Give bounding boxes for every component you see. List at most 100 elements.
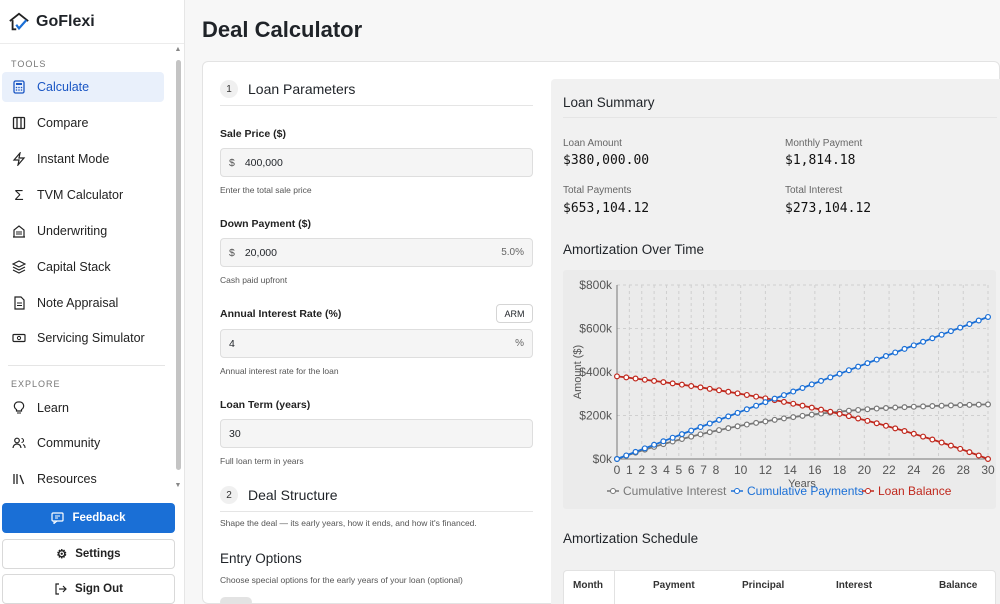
sidebar-item-label: Servicing Simulator (37, 331, 145, 345)
down-payment-input[interactable]: $ 20,000 5.0% (220, 238, 533, 267)
chart-title: Amortization Over Time (563, 242, 705, 257)
data-point (873, 420, 880, 427)
data-point (734, 390, 741, 397)
data-point (966, 401, 973, 408)
sidebar-item-calculate[interactable]: Calculate (2, 72, 164, 102)
sidebar-scrollbar[interactable] (176, 60, 181, 470)
sidebar-item-label: Instant Mode (37, 152, 110, 166)
library-icon (11, 471, 27, 487)
arm-button[interactable]: ARM (496, 304, 533, 323)
sidebar-item-community[interactable]: Community (2, 428, 164, 458)
sidebar-item-label: Calculate (37, 80, 90, 94)
x-tick-label: 30 (981, 463, 995, 477)
sidebar-item-resources[interactable]: Resources (2, 464, 164, 494)
sidebar-item-underwriting[interactable]: Underwriting (2, 216, 164, 246)
interest-rate-value: 4 (229, 337, 235, 350)
data-point (808, 404, 815, 411)
brand-name: GoFlexi (36, 12, 95, 30)
feedback-button[interactable]: Feedback (2, 503, 175, 533)
loan-amount-value: $380,000.00 (563, 153, 650, 168)
data-point (827, 374, 834, 381)
sidebar: GoFlexi TOOLS Calculate Compare Instant … (0, 0, 185, 604)
divider (8, 365, 165, 366)
data-point (920, 403, 927, 410)
sidebar-item-label: Resources (37, 472, 97, 486)
data-point (892, 349, 899, 356)
data-point (613, 373, 620, 380)
data-point (651, 377, 658, 384)
data-point (855, 415, 862, 422)
data-point (947, 402, 954, 409)
data-point (910, 430, 917, 437)
interest-rate-input[interactable]: 4 % (220, 329, 533, 358)
x-tick-label: 14 (783, 463, 797, 477)
sidebar-item-capital-stack[interactable]: Capital Stack (2, 252, 164, 282)
data-point (882, 404, 889, 411)
schedule-table-header: Month Payment Principal Interest Balance (563, 570, 996, 604)
sidebar-item-note-appraisal[interactable]: Note Appraisal (2, 288, 164, 318)
divider (563, 117, 997, 118)
data-point (725, 388, 732, 395)
column-header-principal[interactable]: Principal (742, 580, 785, 591)
data-point (762, 418, 769, 425)
sign-out-button[interactable]: Sign Out (2, 574, 175, 604)
x-axis-label: Years (788, 478, 816, 490)
data-point (938, 331, 945, 338)
sigma-icon: Σ (14, 186, 24, 204)
data-point (985, 313, 992, 320)
sign-out-label: Sign Out (75, 583, 123, 595)
total-interest-label: Total Interest (785, 185, 843, 196)
data-point (882, 422, 889, 429)
data-point (697, 431, 704, 438)
entry-option-toggle[interactable] (220, 597, 252, 604)
data-point (947, 442, 954, 449)
cash-icon (11, 330, 27, 346)
data-point (734, 409, 741, 416)
data-point (799, 402, 806, 409)
data-point (985, 456, 992, 463)
building-icon (11, 223, 27, 239)
scroll-down-arrow-icon[interactable]: ▼ (174, 482, 182, 489)
sidebar-item-servicing-simulator[interactable]: Servicing Simulator (2, 323, 164, 353)
deal-structure-subtitle: Shape the deal — its early years, how it… (220, 518, 477, 528)
down-payment-label: Down Payment ($) (220, 218, 312, 230)
data-point (743, 406, 750, 413)
loan-summary-title: Loan Summary (563, 95, 655, 110)
data-point (743, 391, 750, 398)
sidebar-item-label: Note Appraisal (37, 296, 119, 310)
page-title: Deal Calculator (202, 17, 363, 42)
sidebar-item-instant-mode[interactable]: Instant Mode (2, 144, 164, 174)
data-point (725, 413, 732, 420)
data-point (632, 375, 639, 382)
data-point (855, 406, 862, 413)
explore-section-title: EXPLORE (11, 379, 61, 389)
settings-button[interactable]: ⚙ Settings (2, 539, 175, 569)
interest-rate-help: Annual interest rate for the loan (220, 366, 339, 376)
data-point (678, 435, 685, 442)
brand[interactable]: GoFlexi (0, 0, 184, 44)
data-point (632, 448, 639, 455)
data-point (818, 406, 825, 413)
column-header-month[interactable]: Month (573, 580, 603, 591)
column-header-payment[interactable]: Payment (653, 580, 695, 591)
dollar-prefix: $ (229, 246, 235, 259)
sidebar-item-learn[interactable]: Learn (2, 393, 164, 423)
data-point (808, 411, 815, 418)
sign-out-icon (55, 583, 67, 595)
data-point (641, 445, 648, 452)
legend-label: Loan Balance (878, 484, 952, 498)
column-header-interest[interactable]: Interest (836, 580, 873, 591)
data-point (901, 345, 908, 352)
scroll-up-arrow-icon[interactable]: ▲ (174, 46, 182, 53)
sidebar-item-tvm-calculator[interactable]: Σ TVM Calculator (2, 180, 164, 210)
data-point (790, 388, 797, 395)
data-point (716, 387, 723, 394)
sidebar-item-compare[interactable]: Compare (2, 108, 164, 138)
sale-price-input[interactable]: $ 400,000 (220, 148, 533, 177)
data-point (753, 419, 760, 426)
column-header-balance[interactable]: Balance (939, 580, 978, 591)
sale-price-label: Sale Price ($) (220, 128, 286, 140)
data-point (985, 401, 992, 408)
data-point (920, 338, 927, 345)
loan-term-input[interactable]: 30 (220, 419, 533, 448)
